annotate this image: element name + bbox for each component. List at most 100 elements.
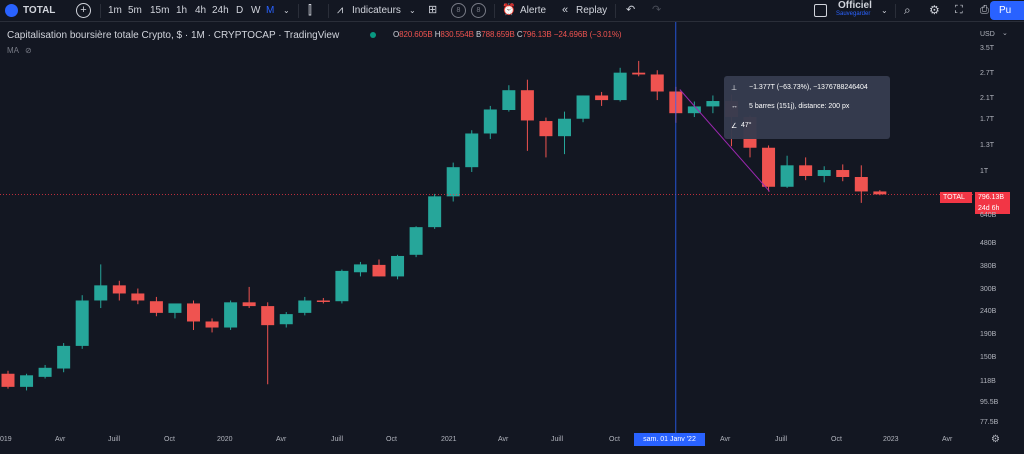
price-axis-currency-label[interactable]: USD: [980, 31, 995, 38]
time-axis-tick: Avr: [276, 436, 287, 443]
time-axis-tick: Juill: [331, 436, 344, 443]
eye-hidden-icon[interactable]: ⊘: [25, 46, 32, 55]
candle-body: [650, 74, 664, 92]
candle-body: [428, 196, 442, 228]
time-axis-tick: Avr: [55, 436, 66, 443]
top-toolbar: TOTAL + 1m 5m 15m 1h 4h 24h D W M ⌄ ⫿ ⩘ …: [0, 0, 1024, 22]
candle-body: [687, 106, 701, 114]
layout-checkbox-icon[interactable]: [814, 4, 827, 17]
candle-body: [465, 133, 479, 168]
template-ring-icon-2[interactable]: 8: [471, 3, 486, 18]
time-axis-tick: 2020: [217, 436, 233, 443]
price-axis-tick: 640B: [980, 211, 997, 219]
time-axis-tick: Oct: [164, 436, 175, 443]
layout-chevron-icon[interactable]: ⌄: [881, 6, 888, 15]
candle-body: [391, 255, 405, 277]
time-axis-tick: Oct: [609, 436, 620, 443]
candle-body: [168, 303, 182, 313]
toolbar-divider: [100, 4, 101, 18]
candle-body: [706, 101, 720, 107]
crosshair-date-label: sam. 01 Janv '22: [634, 433, 705, 446]
candle-body: [539, 121, 553, 137]
chart-legend-title: Capitalisation boursière totale Crypto, …: [7, 30, 340, 41]
indicators-chevron-icon[interactable]: ⌄: [409, 6, 416, 15]
time-axis-tick: Juill: [775, 436, 788, 443]
candle-body: [57, 345, 71, 369]
price-axis-tick: 380B: [980, 262, 997, 270]
interval-d[interactable]: D: [236, 5, 244, 16]
price-axis-tick: 2.1T: [980, 95, 995, 103]
template-ring-icon[interactable]: 8: [451, 3, 466, 18]
ohlc-change-value: −24.696B (−3.01%): [553, 30, 622, 39]
last-price-tag: 796.13B: [975, 192, 1010, 203]
compare-plus-icon[interactable]: +: [76, 3, 91, 18]
layout-grid-icon[interactable]: ⊞: [428, 4, 438, 16]
price-axis-tick: 77.5B: [980, 419, 999, 426]
publish-button[interactable]: Pu: [990, 1, 1024, 20]
candle-body: [595, 95, 609, 101]
ohlc-open-key: O: [393, 30, 400, 39]
camera-icon[interactable]: ⎙: [980, 4, 989, 16]
interval-1h[interactable]: 1h: [176, 5, 188, 16]
candle-body: [780, 165, 794, 187]
fullscreen-icon[interactable]: ⛶: [955, 4, 963, 16]
replay-rewind-icon[interactable]: «: [562, 4, 569, 16]
candle-type-icon[interactable]: ⫿: [308, 3, 312, 17]
interval-24h[interactable]: 24h: [212, 5, 229, 16]
candle-body: [298, 300, 312, 313]
interval-1m[interactable]: 1m: [108, 5, 122, 16]
price-axis-tick: 150B: [980, 354, 997, 362]
ohlc-high-value: 830.554B: [440, 30, 474, 39]
toolbar-divider: [895, 4, 896, 18]
candle-body: [576, 95, 590, 119]
gear-icon[interactable]: ⚙: [929, 3, 940, 17]
symbol-search-button[interactable]: TOTAL: [23, 5, 56, 16]
alert-clock-icon[interactable]: ⏰: [502, 4, 516, 16]
currency-chevron-icon[interactable]: ⌄: [1002, 30, 1008, 37]
candle-body: [762, 147, 776, 187]
symbol-price-tag: TOTAL: [940, 192, 972, 203]
candle-body: [836, 170, 850, 178]
save-layout-button[interactable]: Sauvegarder: [836, 11, 871, 17]
redo-icon[interactable]: ↷: [652, 4, 662, 16]
toolbar-divider: [494, 4, 495, 18]
alert-button[interactable]: Alerte: [520, 5, 547, 16]
interval-m[interactable]: M: [266, 5, 275, 16]
interval-w[interactable]: W: [251, 5, 261, 16]
measure-angle: 47°: [741, 122, 752, 129]
candle-body: [149, 301, 163, 313]
time-axis-tick: Oct: [386, 436, 397, 443]
price-axis-tick: 2.7T: [980, 70, 995, 78]
candle-body: [1, 373, 15, 387]
time-axis-tick: Avr: [498, 436, 509, 443]
axis-settings-gear-icon[interactable]: ⚙: [991, 434, 1000, 445]
ohlc-close-value: 796.13B: [522, 30, 552, 39]
interval-5m[interactable]: 5m: [128, 5, 142, 16]
indicators-button[interactable]: Indicateurs: [352, 5, 401, 16]
candle-body: [520, 90, 534, 121]
time-axis-tick: Avr: [942, 436, 953, 443]
time-axis-tick: Oct: [831, 436, 842, 443]
candle-body: [279, 314, 293, 325]
measure-trend-line: [679, 89, 770, 192]
interval-15m[interactable]: 15m: [150, 5, 170, 16]
measure-tooltip: ⊥ −1.377T (−63.73%), −1376788246404 ↔ 5 …: [724, 76, 890, 139]
interval-4h[interactable]: 4h: [195, 5, 207, 16]
indicators-icon[interactable]: ⩘: [337, 4, 344, 16]
symbol-logo-icon: [5, 4, 18, 17]
price-axis-tick: 1.3T: [980, 142, 995, 150]
candle-body: [409, 227, 423, 255]
search-icon[interactable]: ⌕: [904, 3, 911, 17]
indicator-ma-label[interactable]: MA: [7, 46, 19, 55]
interval-dropdown-chevron-icon[interactable]: ⌄: [283, 6, 290, 15]
undo-icon[interactable]: ↶: [626, 4, 636, 16]
toolbar-divider: [328, 4, 329, 18]
replay-button[interactable]: Replay: [576, 5, 608, 16]
time-axis-tick: 2023: [883, 436, 899, 443]
price-axis-tick: 1.7T: [980, 115, 995, 123]
candle-body: [112, 285, 126, 294]
candle-body: [854, 177, 868, 192]
candle-body: [613, 72, 627, 101]
layout-name-label[interactable]: Officiel: [838, 0, 872, 11]
